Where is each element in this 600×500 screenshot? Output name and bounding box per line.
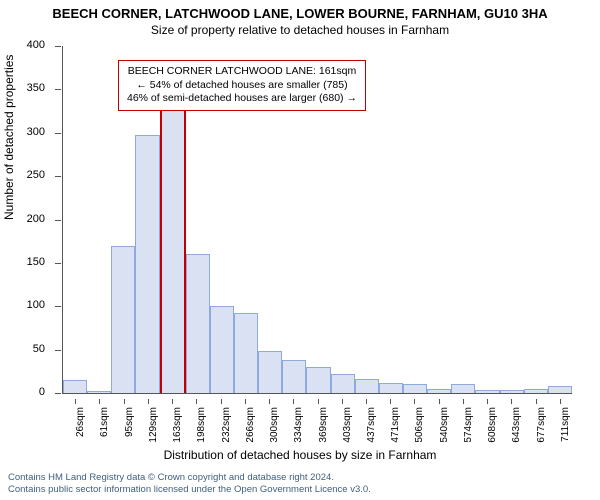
y-tick-label: 350	[27, 82, 45, 94]
bar	[111, 246, 135, 393]
x-tick-label: 608sqm	[487, 407, 498, 443]
x-tick-label: 334sqm	[293, 407, 304, 443]
y-tick-label: 400	[27, 39, 45, 51]
x-tick-label: 369sqm	[318, 407, 329, 443]
y-tick-label: 100	[27, 299, 45, 311]
annotation-line1: BEECH CORNER LATCHWOOD LANE: 161sqm	[127, 65, 357, 79]
bar	[306, 367, 330, 393]
x-tick-label: 403sqm	[342, 407, 353, 443]
annotation-line3: 46% of semi-detached houses are larger (…	[127, 92, 357, 106]
bar	[403, 384, 427, 393]
bar	[210, 306, 234, 393]
x-tick-label: 95sqm	[124, 407, 135, 437]
x-tick-label: 300sqm	[269, 407, 280, 443]
footer-attribution: Contains HM Land Registry data © Crown c…	[8, 472, 371, 496]
highlight-annotation: BEECH CORNER LATCHWOOD LANE: 161sqm ← 54…	[118, 60, 366, 111]
bar	[451, 384, 475, 393]
footer-line1: Contains HM Land Registry data © Crown c…	[8, 472, 371, 484]
bar	[475, 390, 499, 393]
x-tick-label: 198sqm	[196, 407, 207, 443]
y-tick-label: 250	[27, 169, 45, 181]
x-tick-label: 506sqm	[414, 407, 425, 443]
bar	[524, 389, 548, 393]
bar	[186, 254, 210, 393]
bar	[500, 390, 524, 393]
footer-line2: Contains public sector information licen…	[8, 484, 371, 496]
y-tick-label: 200	[27, 213, 45, 225]
x-tick-label: 437sqm	[366, 407, 377, 443]
bar	[355, 379, 379, 393]
chart-subtitle: Size of property relative to detached ho…	[0, 21, 600, 37]
x-tick-label: 540sqm	[439, 407, 450, 443]
y-tick-label: 300	[27, 126, 45, 138]
x-tick-label: 471sqm	[390, 407, 401, 443]
x-tick-label: 677sqm	[536, 407, 547, 443]
x-tick-label: 574sqm	[463, 407, 474, 443]
x-axis-label: Distribution of detached houses by size …	[0, 448, 600, 462]
x-tick-label: 266sqm	[245, 407, 256, 443]
x-tick-label: 232sqm	[221, 407, 232, 443]
bar-highlight	[160, 105, 186, 393]
bar	[282, 360, 306, 393]
x-tick-label: 711sqm	[560, 407, 571, 442]
x-tick-label: 26sqm	[75, 407, 86, 437]
bar	[379, 383, 403, 393]
annotation-line2: ← 54% of detached houses are smaller (78…	[127, 79, 357, 93]
x-tick-label: 163sqm	[172, 407, 183, 443]
chart-title: BEECH CORNER, LATCHWOOD LANE, LOWER BOUR…	[0, 0, 600, 21]
bar	[135, 135, 159, 394]
bar	[331, 374, 355, 393]
bar	[87, 391, 111, 393]
bar	[427, 389, 451, 393]
x-tick-label: 61sqm	[99, 407, 110, 437]
bar	[258, 351, 282, 393]
bar	[234, 313, 258, 393]
y-tick-label: 0	[39, 386, 45, 398]
x-tick-label: 643sqm	[511, 407, 522, 443]
y-tick-label: 50	[33, 343, 45, 355]
y-tick-label: 150	[27, 256, 45, 268]
y-axis-label: Number of detached properties	[2, 55, 16, 220]
x-tick-label: 129sqm	[148, 407, 159, 443]
bar	[548, 386, 572, 393]
chart-container: BEECH CORNER, LATCHWOOD LANE, LOWER BOUR…	[0, 0, 600, 500]
bar	[63, 380, 87, 393]
